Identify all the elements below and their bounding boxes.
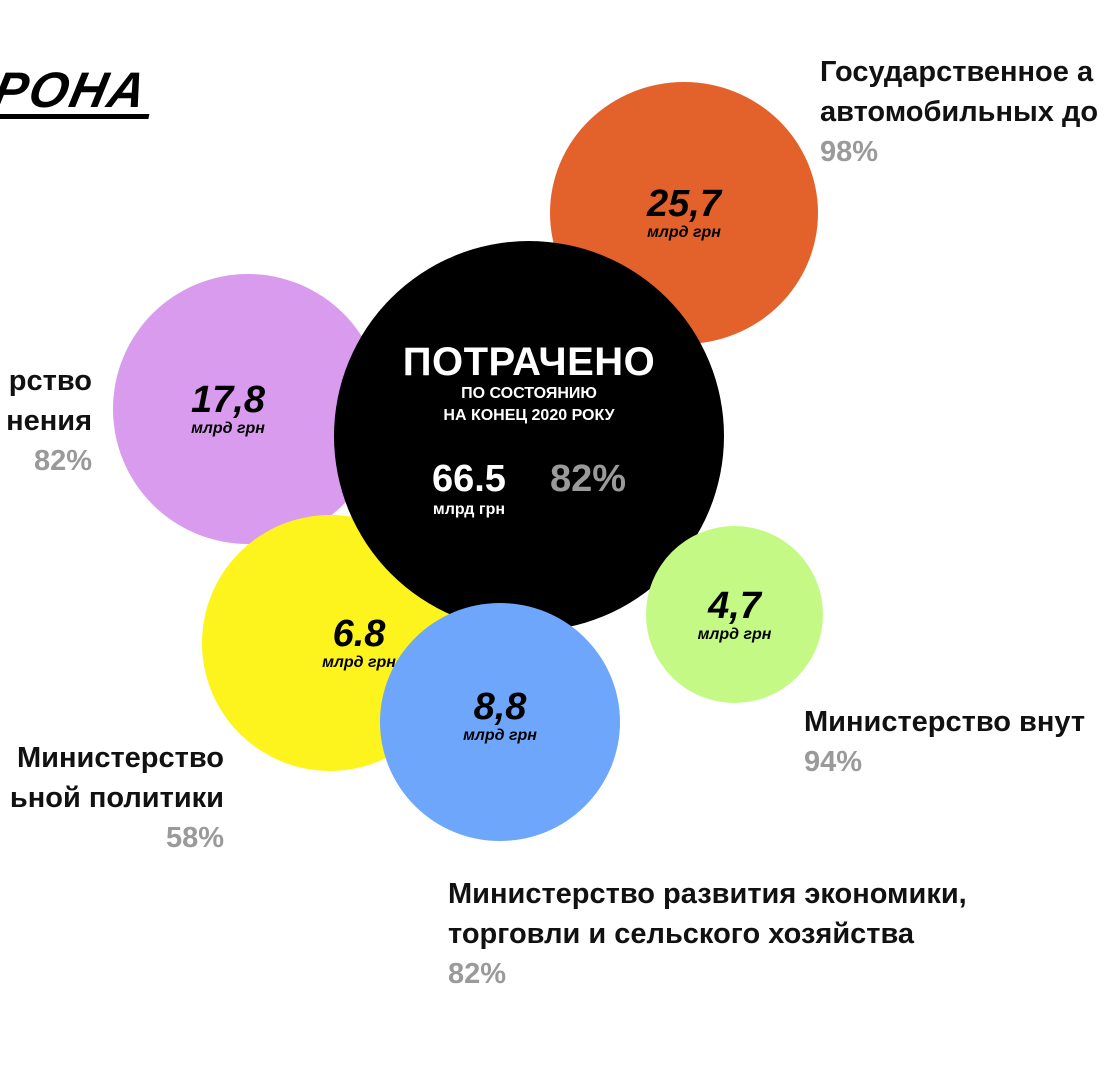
label-line: ьной политики [9, 782, 224, 814]
label-percent: 82% [33, 445, 92, 477]
label-violet: рство нения 82% [6, 361, 92, 481]
label-line: рство [8, 365, 92, 397]
label-percent: 82% [448, 958, 507, 990]
center-title: ПОТРАЧЕНО [402, 340, 656, 384]
label-yellow: Министерство ьной политики 58% [10, 738, 224, 858]
label-blue: Министерство развития экономики, торговл… [448, 874, 967, 994]
bubble-unit: млрд грн [647, 224, 721, 241]
bubble-value: 25,7 [647, 183, 721, 225]
bubble-unit: млрд грн [697, 625, 772, 643]
bubble-unit: млрд грн [322, 654, 396, 671]
label-line: Министерство внут [804, 706, 1086, 738]
label-orange: Государственное а автомобильных до 98% [820, 52, 1098, 172]
label-line: нения [6, 405, 92, 437]
bubble-unit: млрд грн [191, 420, 265, 437]
bubble-center: ПОТРАЧЕНО ПО СОСТОЯНИЮ НА КОНЕЦ 2020 РОК… [334, 241, 724, 631]
label-line: торговли и сельского хозяйства [448, 918, 915, 950]
label-percent: 98% [820, 136, 879, 168]
label-percent: 94% [804, 746, 863, 778]
center-unit: млрд грн [432, 501, 505, 518]
center-value: 66.5 [431, 458, 506, 500]
bubble-unit: млрд грн [463, 727, 537, 744]
label-green: Министерство внут 94% [804, 702, 1085, 782]
logo: РОНА [0, 62, 161, 119]
bubble-value: 8,8 [473, 686, 527, 728]
label-line: автомобильных до [820, 96, 1099, 128]
bubble-value: 17,8 [191, 379, 265, 421]
label-line: Государственное а [820, 56, 1094, 88]
center-percent: 82% [549, 458, 627, 500]
bubble-value: 6.8 [332, 613, 386, 655]
label-line: Министерство развития экономики, [448, 878, 967, 910]
bubble-blue: 8,8 млрд грн [380, 603, 620, 841]
center-subtitle: НА КОНЕЦ 2020 РОКУ [443, 407, 615, 424]
center-subtitle: ПО СОСТОЯНИЮ [461, 385, 597, 402]
label-percent: 58% [165, 822, 224, 854]
bubble-value: 4,7 [708, 584, 761, 627]
label-line: Министерство [17, 742, 224, 774]
bubble-green: 4,7 млрд грн [646, 526, 823, 703]
